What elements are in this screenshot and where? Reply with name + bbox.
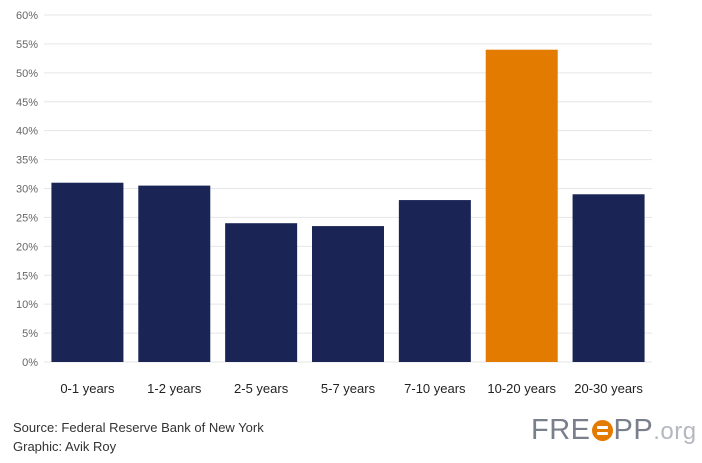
x-tick-label: 10-20 years (487, 381, 556, 396)
x-tick-label: 1-2 years (147, 381, 202, 396)
y-tick-label: 40% (16, 126, 38, 138)
bar-20-30-years (572, 194, 645, 362)
y-tick-label: 50% (16, 68, 38, 80)
logo-suffix: .org (653, 418, 697, 445)
bar-chart: 0% 5% 10% 15% 20% 25% 30% 35% 40% 45% 50% 55% 60% 0-… (16, 10, 652, 396)
y-tick-label: 15% (16, 270, 38, 282)
y-tick-label: 0% (22, 357, 38, 369)
x-tick-label: 5-7 years (321, 381, 376, 396)
y-tick-label: 5% (22, 328, 38, 340)
source-note: Source: Federal Reserve Bank of New York (13, 420, 264, 435)
x-axis: 0-1 years 1-2 years 2-5 years 5-7 years 7-10… (60, 381, 643, 396)
x-tick-label: 20-30 years (574, 381, 643, 396)
x-tick-label: 0-1 years (60, 381, 115, 396)
logo-text-after: PP (613, 414, 654, 446)
y-tick-label: 25% (16, 212, 38, 224)
y-tick-label: 55% (16, 39, 38, 51)
y-axis: 0% 5% 10% 15% 20% 25% 30% 35% 40% 45% 50% 55% 60% (16, 10, 38, 369)
freopp-logo: FRE PP.org (531, 414, 697, 447)
logo-text-before: FRE (531, 414, 591, 446)
y-tick-label: 10% (16, 299, 38, 311)
x-tick-label: 7-10 years (404, 381, 466, 396)
bars (51, 49, 645, 362)
x-tick-label: 2-5 years (234, 381, 289, 396)
freopp-equals-circle-icon (591, 420, 613, 441)
y-tick-label: 20% (16, 241, 38, 253)
graphic-credit: Graphic: Avik Roy (13, 439, 117, 454)
y-tick-label: 60% (16, 10, 38, 22)
bar-2-5-years (225, 223, 298, 362)
bar-7-10-years (398, 200, 471, 362)
y-tick-label: 45% (16, 97, 38, 109)
bar-1-2-years (138, 185, 211, 362)
bar-10-20-years (485, 49, 558, 362)
y-tick-label: 30% (16, 184, 38, 196)
bar-0-1-years (51, 182, 124, 362)
y-tick-label: 35% (16, 155, 38, 167)
bar-5-7-years (312, 226, 384, 362)
